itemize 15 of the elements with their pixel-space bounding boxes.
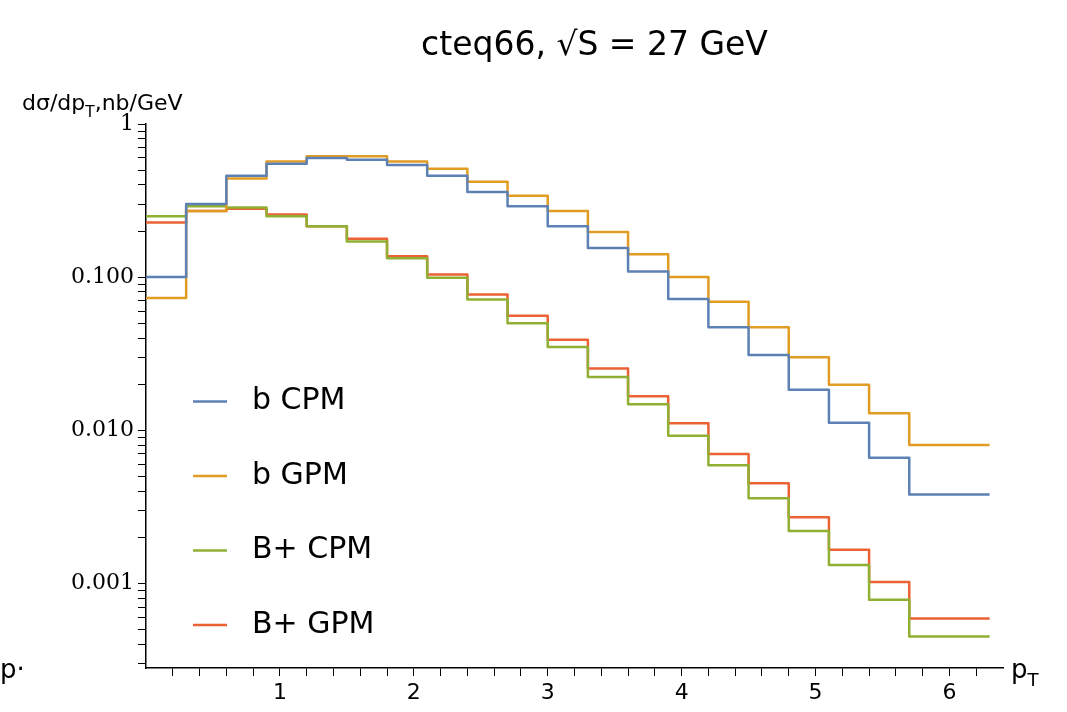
legend-label: B+ CPM [252, 530, 373, 566]
x-tick-label: 6 [942, 678, 957, 704]
x-tick-label: 5 [808, 678, 823, 704]
x-tick-label: 1 [272, 678, 287, 704]
y-tick-label: 0.100 [71, 262, 134, 288]
chart-title: cteq66, √S = 27 GeV [421, 24, 769, 63]
text: p· [0, 654, 25, 684]
y-tick-label: 0.001 [71, 569, 134, 595]
legend-label: b GPM [252, 455, 348, 491]
x-tick-label: 2 [406, 678, 421, 704]
legend-label: B+ GPM [252, 604, 375, 640]
x-tick-label: 4 [674, 678, 689, 704]
x-tick-label: 3 [540, 678, 555, 704]
legend-label: b CPM [252, 381, 346, 417]
y-tick-label: 0.010 [71, 415, 134, 441]
